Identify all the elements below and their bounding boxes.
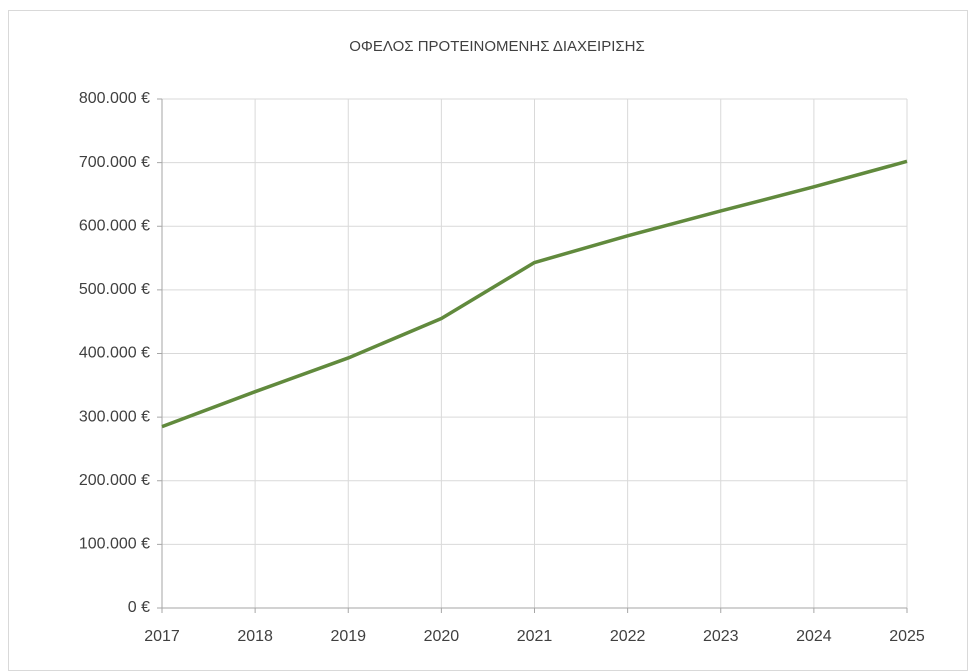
x-tick-label: 2017 [144,628,180,645]
y-tick-label: 300.000 € [79,408,150,425]
y-tick-label: 800.000 € [79,90,150,107]
x-tick-label: 2019 [330,628,366,645]
x-tick-label: 2018 [237,628,273,645]
data-line [161,159,908,429]
y-tick-label: 200.000 € [79,472,150,489]
y-tick-label: 600.000 € [79,217,150,234]
y-tick-label: 400.000 € [79,345,150,362]
x-tick-label: 2023 [703,628,739,645]
y-tick-label: 700.000 € [79,154,150,171]
x-tick-label: 2022 [610,628,646,645]
chart-title: ΟΦΕΛΟΣ ΠΡΟΤΕΙΝΟΜΕΝΗΣ ΔΙΑΧΕΙΡΙΣΗΣ [349,38,645,55]
x-tick-label: 2021 [517,628,553,645]
x-tick-label: 2020 [424,628,460,645]
x-tick-label: 2025 [889,628,925,645]
y-tick-label: 500.000 € [79,281,150,298]
x-tick-label: 2024 [796,628,832,645]
y-tick-label: 0 € [128,599,150,616]
y-tick-label: 100.000 € [79,536,150,553]
chart-frame [8,10,968,671]
